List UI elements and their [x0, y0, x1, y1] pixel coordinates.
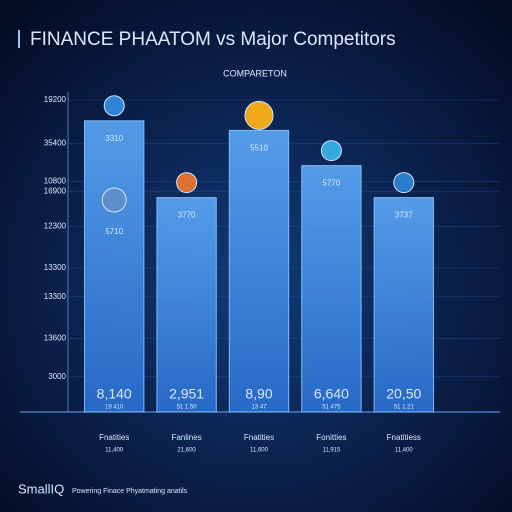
- annotation: 5710: [105, 227, 123, 236]
- y-tick-label: 13300: [44, 263, 67, 272]
- coin-icon: [393, 172, 415, 194]
- bar: [156, 197, 217, 413]
- coin-icon: [103, 95, 125, 117]
- bottom-label: 8,90: [245, 386, 272, 402]
- bottom-label: 6,640: [314, 386, 349, 402]
- bottom-label: 20,50: [386, 386, 421, 402]
- footer: Powering Finace Phyatmating anatils: [72, 488, 188, 495]
- x-tick-sublabel: 11,400: [395, 448, 414, 454]
- x-tick-label: Fonitties: [316, 433, 346, 442]
- x-tick-sublabel: 11,400: [105, 448, 124, 454]
- y-tick-label: 35400: [44, 138, 67, 147]
- bottom-sublabel: 51 475: [322, 405, 341, 411]
- value-label: 3770: [178, 211, 196, 220]
- x-tick-label: Fnatities: [244, 433, 274, 442]
- x-tick-sublabel: 21,600: [177, 448, 196, 454]
- x-tick-label: Fanlines: [171, 433, 201, 442]
- y-tick-label: 19200: [44, 95, 67, 104]
- x-tick-sublabel: 11,915: [322, 448, 341, 454]
- bar: [301, 165, 362, 413]
- bar: [228, 129, 290, 413]
- y-tick-label: 12300: [44, 222, 67, 231]
- bar: [373, 197, 434, 413]
- brand: SmallIQ: [18, 481, 64, 496]
- chart-subtitle: COMPARETON: [223, 68, 287, 78]
- bar: [84, 120, 145, 413]
- bottom-sublabel: 13 47: [251, 405, 267, 411]
- value-label: 5510: [250, 144, 268, 153]
- value-label: 5770: [323, 179, 341, 188]
- coin-icon: [244, 100, 274, 130]
- value-label: 3737: [395, 211, 413, 220]
- bottom-label: 2,951: [169, 386, 204, 402]
- x-tick-sublabel: 11,600: [250, 448, 269, 454]
- bottom-sublabel: 51 1.50: [177, 405, 198, 411]
- chart-title: FINANCE PHAATOM vs Major Competitors: [30, 29, 396, 50]
- x-tick-label: Fnatities: [99, 433, 129, 442]
- coin-icon: [101, 187, 127, 213]
- y-tick-label: 10800: [44, 177, 67, 186]
- y-tick-label: 3000: [48, 372, 66, 381]
- x-tick-label: Fnatitiess: [387, 433, 421, 442]
- value-label: 3310: [105, 134, 123, 143]
- y-tick-label: 16900: [44, 186, 67, 195]
- coin-icon: [176, 172, 198, 194]
- coin-icon: [320, 140, 342, 162]
- y-tick-label: 13300: [44, 292, 67, 301]
- bottom-sublabel: 19 410: [105, 405, 124, 411]
- bottom-label: 8,140: [97, 386, 132, 402]
- title-accent: [18, 30, 20, 48]
- y-tick-label: 13600: [44, 334, 67, 343]
- bottom-sublabel: 51 1.21: [394, 405, 415, 411]
